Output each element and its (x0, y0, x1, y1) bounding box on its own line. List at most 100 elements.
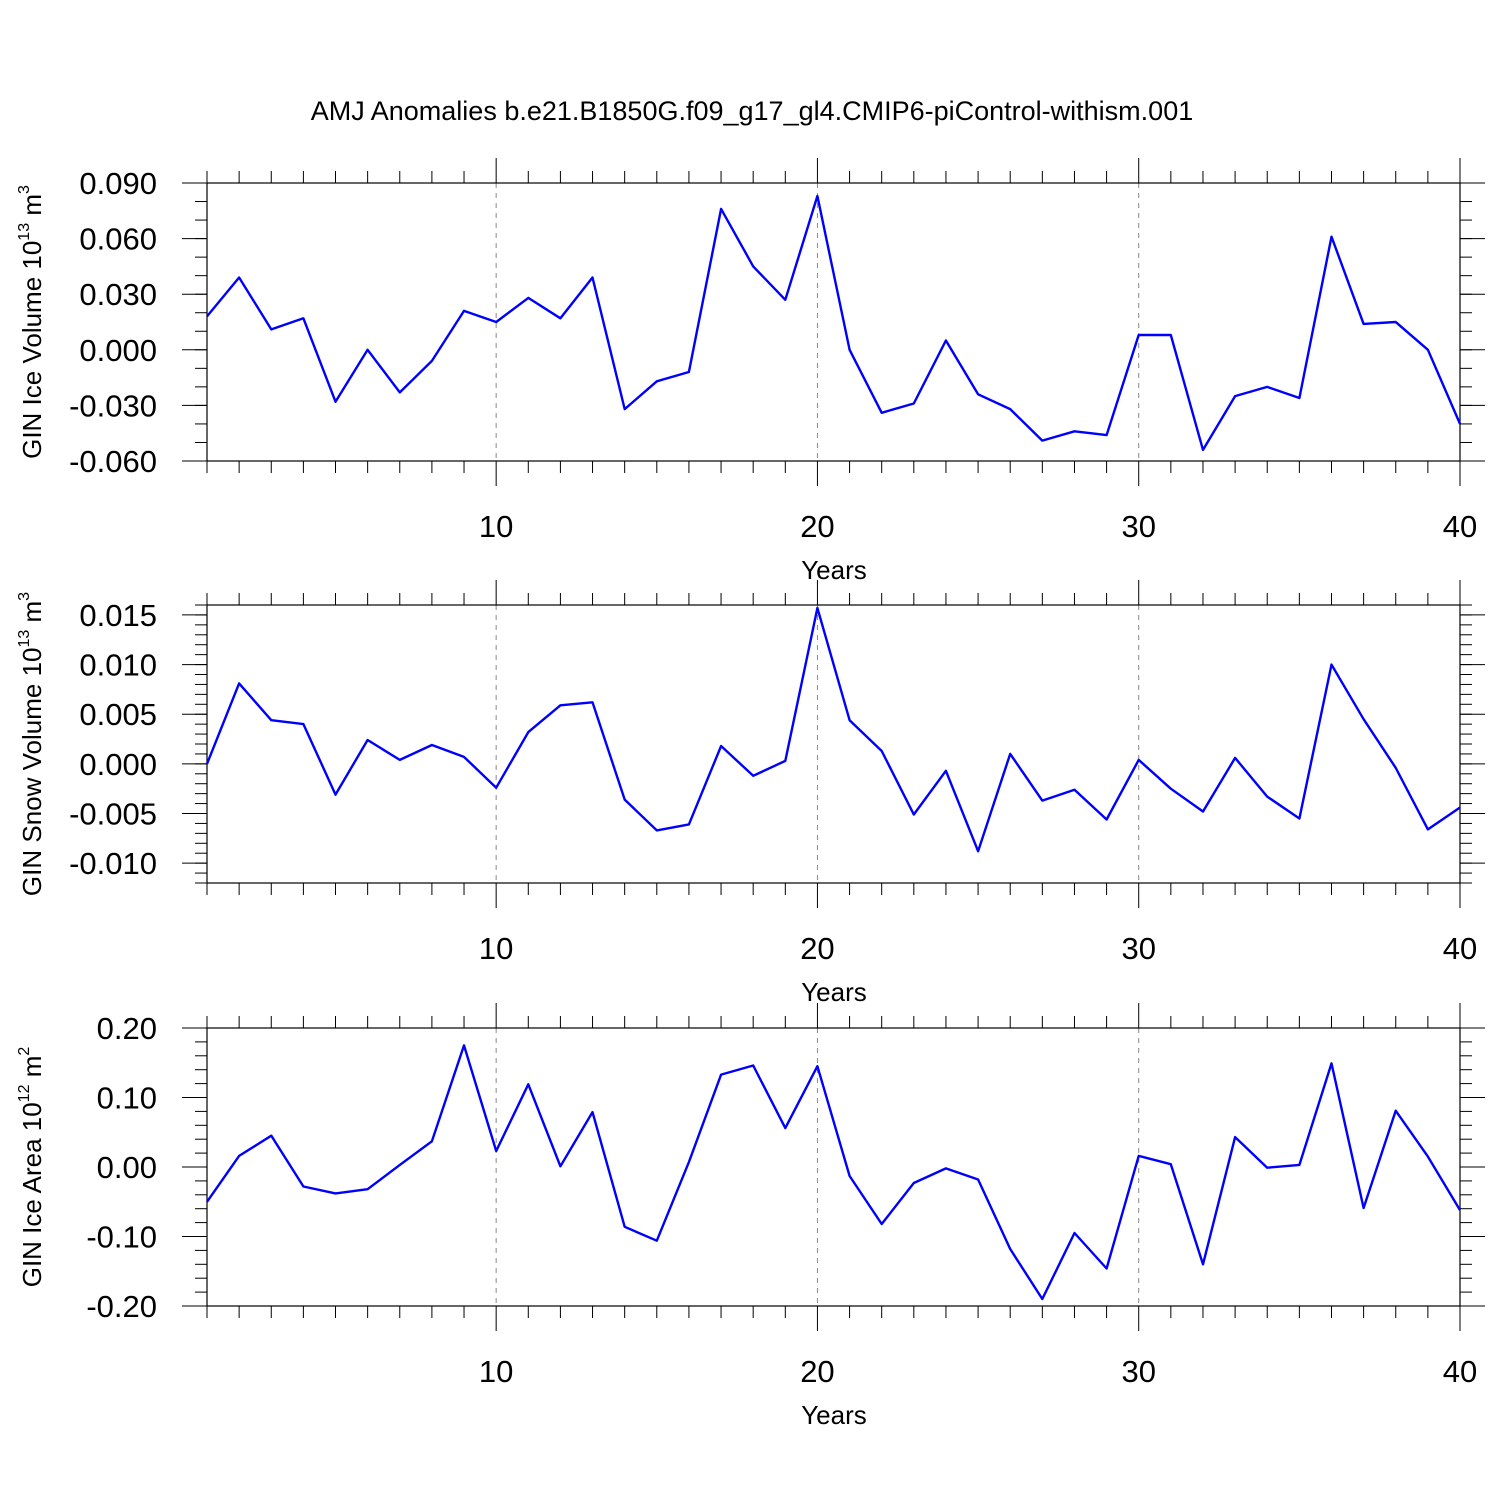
data-point (301, 316, 305, 320)
data-point (1072, 788, 1076, 792)
data-point (1040, 1297, 1044, 1301)
y-tick-label: 0.015 (79, 598, 157, 633)
data-point (815, 606, 819, 610)
data-point (976, 1178, 980, 1182)
data-point (1265, 795, 1269, 799)
data-point (1105, 433, 1109, 437)
data-point (1105, 817, 1109, 821)
data-point (976, 392, 980, 396)
plot-frame (206, 604, 1461, 884)
data-point (880, 411, 884, 415)
chart-title: AMJ Anomalies b.e21.B1850G.f09_g17_gl4.C… (311, 96, 1193, 126)
data-point (687, 1160, 691, 1164)
x-tick-label: 30 (1121, 931, 1155, 966)
y-tick-label: 0.00 (97, 1150, 157, 1185)
data-point (1362, 1206, 1366, 1210)
data-point (1040, 799, 1044, 803)
data-point (1233, 1135, 1237, 1139)
y-tick-label: 0.060 (79, 222, 157, 257)
data-point (751, 1064, 755, 1068)
data-point (1072, 1231, 1076, 1235)
data-point (880, 1222, 884, 1226)
data-point (1008, 407, 1012, 411)
data-point (1265, 1166, 1269, 1170)
data-point (1458, 806, 1462, 810)
data-point (334, 400, 338, 404)
y-tick-label: 0.090 (79, 166, 157, 201)
data-point (719, 207, 723, 211)
x-tick-label: 40 (1443, 509, 1477, 544)
y-tick-label: 0.010 (79, 648, 157, 683)
y-axis-label: GIN Snow Volume 1013 m3 (16, 592, 47, 896)
data-point (944, 339, 948, 343)
data-point (237, 681, 241, 685)
data-point (1169, 333, 1173, 337)
data-point (1265, 385, 1269, 389)
data-point (366, 738, 370, 742)
x-tick-label: 40 (1443, 1354, 1477, 1389)
data-point (1201, 810, 1205, 814)
x-tick-label: 10 (479, 509, 513, 544)
panel-3: -0.20 -0.10 0.00 0.10 0.20 10 20 30 40 Years GIN I… (16, 1003, 1485, 1430)
x-tick-label: 20 (800, 931, 834, 966)
data-point (1201, 1262, 1205, 1266)
data-point (687, 370, 691, 374)
data-point (526, 730, 530, 734)
data-point (1362, 717, 1366, 721)
data-point (912, 1181, 916, 1185)
data-point (751, 264, 755, 268)
x-axis-label: Years (801, 555, 867, 585)
data-point (591, 1110, 595, 1114)
data-point (494, 786, 498, 790)
data-point (1105, 1266, 1109, 1270)
data-point (1169, 787, 1173, 791)
data-point (366, 1187, 370, 1191)
data-point (1008, 1247, 1012, 1251)
x-tick-label: 20 (800, 509, 834, 544)
y-tick-label: -0.20 (86, 1289, 157, 1324)
data-point (1040, 439, 1044, 443)
series-line (206, 194, 1462, 452)
data-point (591, 276, 595, 280)
data-point (1458, 1208, 1462, 1212)
data-point (1008, 752, 1012, 756)
x-tick-label: 10 (479, 931, 513, 966)
data-point (1426, 348, 1430, 352)
x-tick-label: 20 (800, 1354, 834, 1389)
y-tick-label: 0.000 (79, 333, 157, 368)
data-point (1329, 1061, 1333, 1065)
data-point (655, 1239, 659, 1243)
data-point (494, 1149, 498, 1153)
data-point (623, 407, 627, 411)
x-tick-label: 10 (479, 1354, 513, 1389)
data-point (1233, 394, 1237, 398)
data-point (430, 1139, 434, 1143)
data-point (687, 822, 691, 826)
data-point (1137, 758, 1141, 762)
data-point (623, 798, 627, 802)
panel-1: -0.060 -0.030 0.000 0.030 0.060 0.090 10 20 30 40… (16, 158, 1485, 585)
x-axis-label: Years (801, 977, 867, 1007)
data-point (301, 1184, 305, 1188)
data-point (1362, 322, 1366, 326)
data-point (366, 348, 370, 352)
data-point (815, 194, 819, 198)
x-tick-label: 30 (1121, 509, 1155, 544)
data-point (623, 1225, 627, 1229)
data-point (944, 1166, 948, 1170)
data-point (269, 327, 273, 331)
data-point (1394, 1109, 1398, 1113)
data-point (655, 379, 659, 383)
data-point (269, 1134, 273, 1138)
data-point (398, 390, 402, 394)
data-point (526, 296, 530, 300)
data-point (526, 1082, 530, 1086)
data-point (880, 749, 884, 753)
data-point (398, 758, 402, 762)
data-point (912, 812, 916, 816)
data-point (783, 1126, 787, 1130)
data-point (1329, 663, 1333, 667)
data-point (462, 755, 466, 759)
y-tick-label: 0.20 (97, 1011, 157, 1046)
